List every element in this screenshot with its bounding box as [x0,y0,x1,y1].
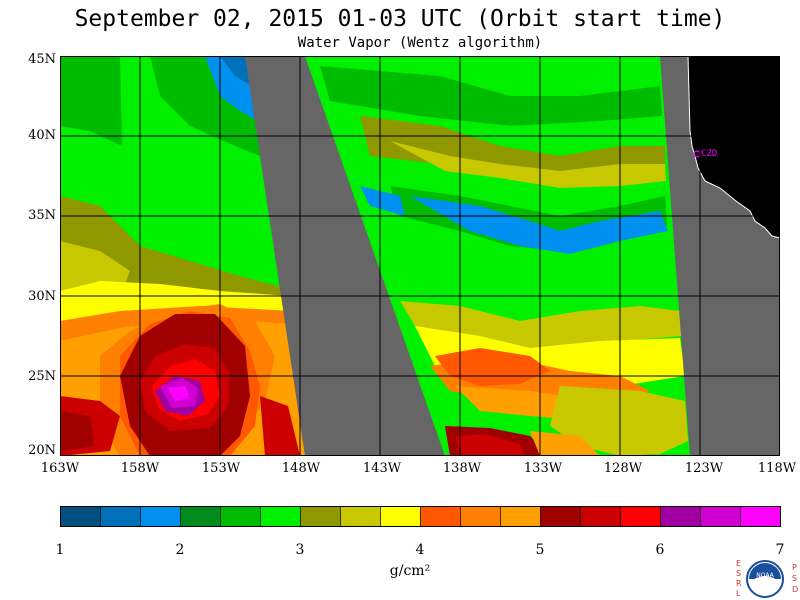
colorbar-tick-1: 1 [55,542,65,558]
colorbar-tick-7: 7 [775,542,785,558]
colorbar-unit-label: g/cm² [389,563,431,579]
colorbar-tick-4: 4 [415,542,425,558]
colorbar-cell [620,506,661,527]
lon-label-143w: 143W [362,461,402,476]
colorbar-cell [140,506,181,527]
lat-label-35n: 35N [28,208,56,223]
logo-letter-l: L [736,589,741,598]
colorbar-cell [740,506,781,527]
colorbar-cell [540,506,581,527]
colorbar-cell [580,506,621,527]
lon-label-138w: 138W [442,461,482,476]
colorbar-cell [60,506,101,527]
colorbar-cell [100,506,141,527]
colorbar-cell [220,506,261,527]
noaa-badge-text: NOAA [756,572,774,579]
colorbar-cell [700,506,741,527]
water-vapor-map: CZD [60,56,780,456]
graticule [60,56,780,456]
lat-label-20n: 20N [28,443,56,458]
left-swath [60,56,308,456]
lon-label-163w: 163W [40,461,80,476]
colorbar-tick-5: 5 [535,542,545,558]
colorbar-tick-3: 3 [295,542,305,558]
logo-letter-d: D [792,585,798,594]
lon-label-133w: 133W [523,461,563,476]
lat-label-25n: 25N [28,369,56,384]
map-subtitle: Water Vapor (Wentz algorithm) [297,35,543,51]
lat-label-40n: 40N [28,128,56,143]
logo-letter-e: E [736,559,741,568]
coastline [687,56,780,239]
colorbar-cell [500,506,541,527]
lon-label-158w: 158W [120,461,160,476]
colorbar-cell [420,506,461,527]
lon-label-128w: 128W [603,461,643,476]
nodata-gap-left [245,56,445,456]
lat-label-45n: 45N [28,52,56,67]
colorbar-tick-6: 6 [655,542,665,558]
map-frame [60,56,780,456]
colorbar-cell [380,506,421,527]
lat-label-30n: 30N [28,289,56,304]
logo-letter-s2: S [792,574,797,583]
lon-label-118w: 118W [757,461,797,476]
colorbar-cell [340,506,381,527]
colorbar [60,506,781,527]
lon-label-123w: 123W [684,461,724,476]
noaa-esrl-psd-logo: E S R L P S D NOAA [736,559,798,598]
colorbar-cell [260,506,301,527]
lon-label-148w: 148W [281,461,321,476]
colorbar-cell [180,506,221,527]
lon-label-153w: 153W [201,461,241,476]
logo-letter-s: S [736,569,741,578]
map-title: September 02, 2015 01-03 UTC (Orbit star… [74,6,726,32]
station-label: CZD [701,149,717,159]
colorbar-cell [460,506,501,527]
logo-letter-p: P [792,563,797,572]
logo-letter-r: R [736,579,742,588]
colorbar-cell [300,506,341,527]
land-mass [688,56,780,238]
colorbar-cell [660,506,701,527]
colorbar-tick-2: 2 [175,542,185,558]
